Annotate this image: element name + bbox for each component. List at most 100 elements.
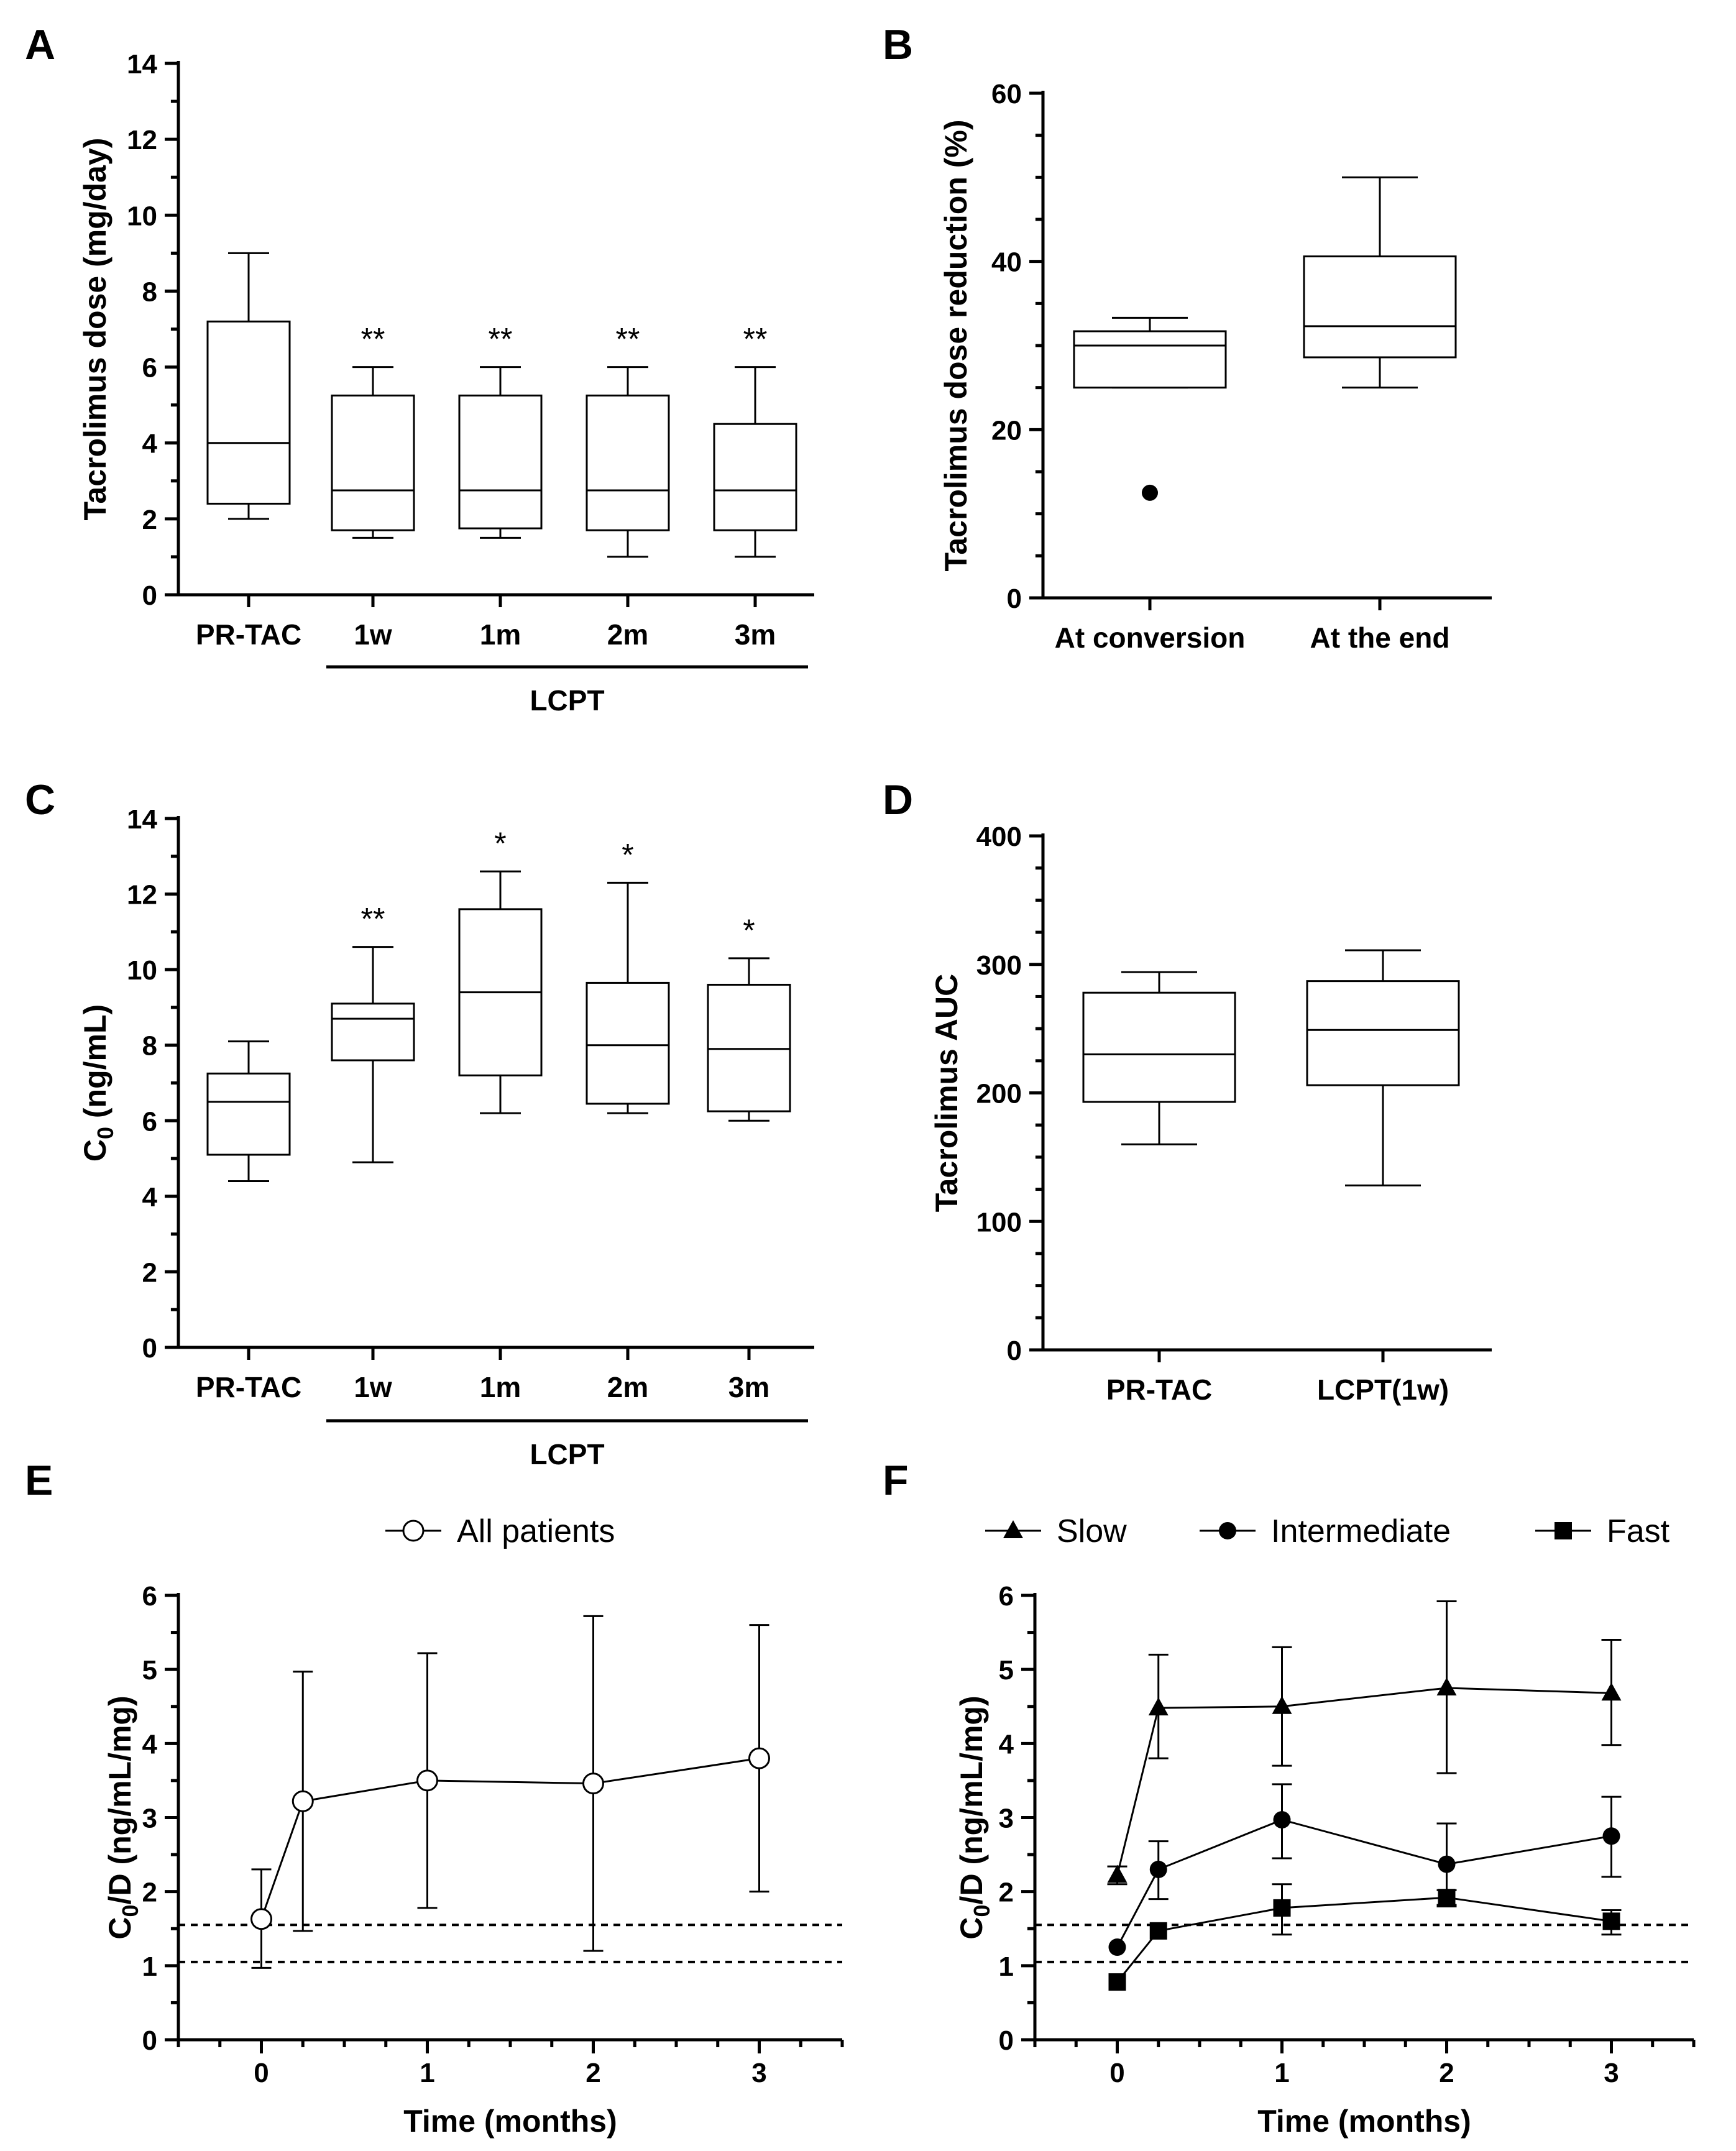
data-point <box>1149 1860 1167 1878</box>
legend-label: Slow <box>1057 1513 1127 1549</box>
x-axis-label: Time (months) <box>1257 2104 1471 2139</box>
significance-marker: ** <box>361 902 385 937</box>
box-iqr <box>586 394 670 531</box>
y-tick-label: 12 <box>127 125 157 155</box>
series-all-patients <box>250 1615 770 1969</box>
y-tick-label: 5 <box>142 1655 157 1685</box>
legend-marker <box>402 1520 425 1542</box>
box-plot-1 <box>206 252 291 520</box>
y-axis-label: C0/D (ng/mL/mg) <box>954 1695 994 1939</box>
box-plot-4: * <box>586 837 670 1114</box>
data-point <box>1601 1682 1622 1701</box>
box-plot-3: * <box>458 826 543 1114</box>
box-plot-2 <box>1303 176 1457 389</box>
box-iqr <box>331 394 415 531</box>
y-tick-label: 4 <box>142 1182 158 1213</box>
x-tick-label: 0 <box>254 2058 269 2088</box>
y-tick-label: 4 <box>999 1729 1014 1759</box>
x-category-label: PR-TAC <box>1106 1374 1212 1406</box>
x-category-label: 1w <box>354 618 392 651</box>
y-tick-label: 40 <box>991 247 1022 278</box>
data-point <box>1273 1899 1291 1917</box>
box-plot-4: ** <box>586 322 670 558</box>
data-point <box>1602 1912 1620 1930</box>
y-tick-label: 4 <box>142 1729 158 1759</box>
y-tick-label: 6 <box>142 1581 157 1612</box>
y-tick-label: 0 <box>1007 584 1022 614</box>
box-iqr <box>713 423 797 531</box>
outlier-point <box>1142 484 1158 501</box>
box-iqr <box>206 320 291 505</box>
box-iqr <box>458 394 543 530</box>
y-tick-label: 60 <box>991 79 1022 109</box>
significance-marker: ** <box>616 322 640 357</box>
y-label-main: C <box>954 1917 989 1939</box>
y-tick-label: 20 <box>991 415 1022 446</box>
panel-label: A <box>25 21 55 68</box>
y-tick-label: 12 <box>127 880 157 910</box>
y-tick-label: 3 <box>999 1804 1014 1834</box>
x-category-label: 2m <box>607 618 648 651</box>
series-line <box>1116 1687 1612 1876</box>
data-point <box>1438 1889 1456 1907</box>
y-label-main: C <box>78 1139 113 1162</box>
x-category-label: 1m <box>480 1371 521 1403</box>
y-tick-label: 4 <box>142 429 158 459</box>
box-plot-2: ** <box>331 322 415 539</box>
y-tick-label: 0 <box>999 2025 1014 2056</box>
y-label-rest: /D (ng/mL/mg) <box>954 1695 989 1904</box>
box-iqr <box>1073 330 1227 389</box>
x-tick-label: 3 <box>1604 2058 1619 2088</box>
y-tick-label: 200 <box>976 1079 1022 1109</box>
x-category-label: 3m <box>735 618 776 651</box>
data-point <box>1148 1697 1169 1716</box>
panel-B: B 0 20 40 60 At conversion At the end <box>883 21 1492 654</box>
panel-F: F 0 1 2 3 4 5 6 0 1 2 3 Time (months) Slow Intermediat… <box>883 1457 1696 2139</box>
x-category-label: PR-TAC <box>196 1371 301 1403</box>
x-tick-label: 3 <box>751 2058 766 2088</box>
y-tick-label: 6 <box>142 1106 157 1137</box>
box-plot-1 <box>206 1040 291 1183</box>
y-tick-label: 2 <box>142 1257 157 1288</box>
box-iqr <box>1306 980 1460 1086</box>
x-category-label: At conversion <box>1055 621 1246 654</box>
panel-A: A 0 2 4 6 8 10 12 14 PR-TAC 1w ** 1m ** 2m ** 3m ** LCPT <box>25 21 814 717</box>
box-plot-5: * <box>707 913 791 1122</box>
data-point <box>1438 1855 1456 1873</box>
y-axis-label: Tacrolimus dose reduction (%) <box>939 120 973 572</box>
y-tick-label: 8 <box>142 277 157 307</box>
series-intermediate <box>1108 1783 1622 1956</box>
legend-marker <box>1555 1522 1572 1539</box>
x-category-label: 1w <box>354 1371 392 1403</box>
y-label-sub: 0 <box>969 1904 994 1917</box>
y-tick-label: 10 <box>127 955 157 986</box>
y-tick-label: 1 <box>999 1951 1014 1982</box>
panel-label: E <box>25 1457 53 1504</box>
y-tick-label: 2 <box>142 505 157 535</box>
y-tick-label: 6 <box>142 353 157 383</box>
x-tick-label: 1 <box>420 2058 434 2088</box>
y-tick-label: 2 <box>142 1878 157 1908</box>
y-tick-label: 3 <box>142 1804 157 1834</box>
series-line <box>1116 1818 1612 1948</box>
significance-marker: ** <box>361 322 385 357</box>
box-iqr <box>1082 991 1236 1103</box>
y-tick-label: 10 <box>127 201 157 231</box>
data-point <box>292 1790 314 1812</box>
significance-marker: ** <box>743 322 768 357</box>
y-axis-label: Tacrolimus AUC <box>929 974 964 1212</box>
x-category-label: 2m <box>607 1371 648 1403</box>
data-point <box>1272 1695 1292 1714</box>
y-label-rest: (ng/mL) <box>78 1004 113 1127</box>
legend-label: All patients <box>457 1513 615 1549</box>
box-plot-1 <box>1082 971 1236 1145</box>
box-plot-2 <box>1306 949 1460 1186</box>
panel-label: B <box>883 21 913 68</box>
x-axis-label: Time (months) <box>403 2104 617 2139</box>
box-plot-3: ** <box>458 322 543 539</box>
panel-label: D <box>883 776 913 823</box>
y-label-rest: /D (ng/mL/mg) <box>103 1695 137 1904</box>
box-iqr <box>206 1072 291 1156</box>
